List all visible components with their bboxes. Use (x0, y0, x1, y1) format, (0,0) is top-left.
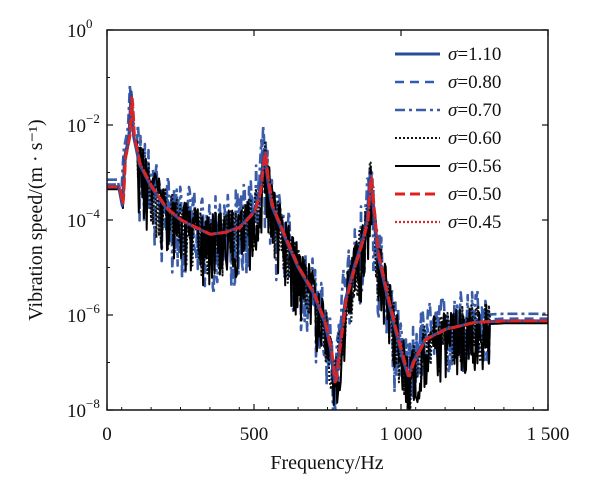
legend-value: =0.80 (457, 72, 501, 93)
y-axis-title: Vibration speed/(m · s⁻¹) (25, 119, 47, 320)
legend-label-6: σ=0.45 (448, 212, 501, 233)
y-tick-exponent: −4 (86, 206, 100, 221)
y-tick-label: 10−8 (67, 396, 100, 422)
series-layer (107, 83, 548, 410)
legend-symbol: σ (448, 128, 458, 149)
legend-value: =0.56 (457, 156, 501, 177)
y-tick-label: 100 (67, 16, 93, 42)
legend-symbol: σ (448, 212, 458, 233)
legend-value: =0.50 (457, 184, 501, 205)
legend-value: =0.60 (457, 128, 501, 149)
legend-symbol: σ (448, 100, 458, 121)
legend-symbol: σ (448, 156, 458, 177)
legend-label-4: σ=0.56 (448, 156, 501, 177)
legend-symbol: σ (448, 72, 458, 93)
legend-label-0: σ=1.10 (448, 44, 501, 65)
x-axis-title: Frequency/Hz (270, 452, 383, 474)
legend-value: =0.45 (457, 212, 501, 233)
x-tick-label: 1 500 (527, 424, 570, 445)
y-tick-label: 10−2 (67, 111, 100, 137)
series-line-4 (107, 93, 548, 410)
x-tick-label: 1 000 (380, 424, 423, 445)
legend-symbol: σ (448, 44, 458, 65)
legend-label-2: σ=0.70 (448, 100, 501, 121)
x-tick-label: 500 (240, 424, 269, 445)
legend-value: =1.10 (457, 44, 501, 65)
legend-symbol: σ (448, 184, 458, 205)
y-tick-exponent: 0 (86, 16, 93, 31)
series-line-3 (107, 96, 548, 410)
legend-label-3: σ=0.60 (448, 128, 501, 149)
y-tick-exponent: −8 (86, 396, 100, 411)
y-tick-exponent: −6 (86, 301, 100, 316)
legend: σ=1.10σ=0.80σ=0.70σ=0.60σ=0.56σ=0.50σ=0.… (395, 44, 501, 233)
y-tick-label: 10−4 (67, 206, 100, 232)
legend-label-1: σ=0.80 (448, 72, 501, 93)
legend-label-5: σ=0.50 (448, 184, 501, 205)
y-tick-label: 10−6 (67, 301, 100, 327)
y-tick-exponent: −2 (86, 111, 100, 126)
legend-value: =0.70 (457, 100, 501, 121)
x-tick-label: 0 (102, 424, 112, 445)
